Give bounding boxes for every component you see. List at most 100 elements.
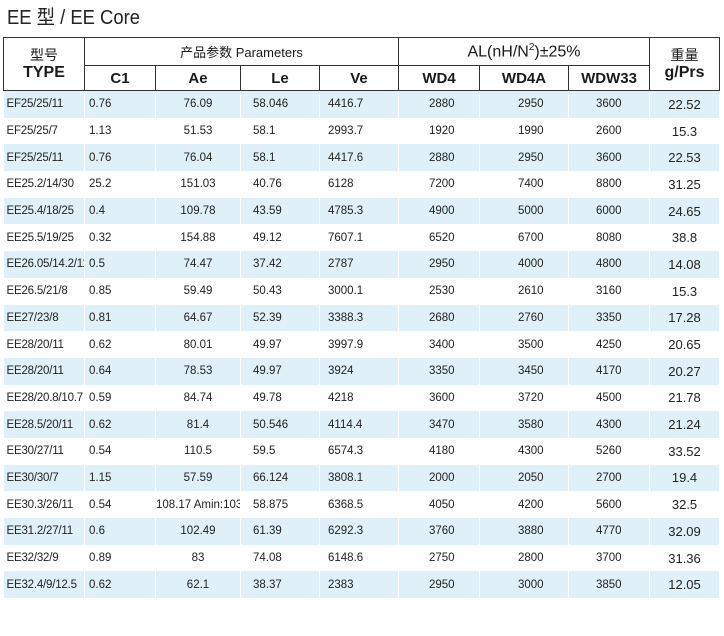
- column-header-weight: 重量 g/Prs: [649, 37, 721, 91]
- cell-weight: 20.27: [649, 357, 721, 385]
- cell-wd4: 2680: [398, 304, 480, 332]
- cell-ae: 84.74: [155, 384, 241, 412]
- cell-ae: 57.59: [155, 464, 241, 492]
- cell-wdw33: 8080: [568, 224, 651, 252]
- cell-c1: 0.81: [84, 304, 156, 332]
- cell-ve: 4218: [319, 384, 399, 412]
- cell-wdw33: 4800: [568, 251, 651, 278]
- cell-wd4a: 2950: [479, 144, 569, 172]
- cell-wdw33: 3350: [568, 304, 651, 332]
- cell-wdw33: 8800: [568, 171, 651, 198]
- cell-c1: 0.62: [84, 411, 156, 438]
- header-row-bottom: C1 Ae Le Ve WD4 WD4A WDW33: [4, 65, 720, 91]
- cell-wd4a: 5000: [479, 197, 569, 225]
- cell-weight: 22.53: [649, 144, 721, 172]
- cell-wdw33: 5600: [568, 491, 651, 518]
- cell-le: 49.97: [240, 357, 320, 385]
- column-header-c1: C1: [84, 65, 156, 91]
- cell-wd4a: 3000: [479, 571, 569, 599]
- cell-le: 37.42: [240, 251, 320, 278]
- cell-c1: 0.76: [84, 144, 156, 172]
- cell-ae: 74.47: [155, 251, 241, 278]
- cell-le: 40.76: [240, 171, 320, 198]
- cell-weight: 24.65: [649, 197, 721, 225]
- table-row: EE25.2/14/30 25.2 151.03 40.76 6128 7200 7400 8…: [3, 171, 721, 198]
- cell-weight: 33.52: [649, 437, 721, 465]
- cell-le: 49.78: [240, 384, 320, 412]
- table-row: EE31.2/27/11 0.6 102.49 61.39 6292.3 3760 3880…: [3, 518, 721, 545]
- cell-type: EE25.4/18/25: [3, 197, 85, 225]
- cell-wd4: 3600: [398, 384, 480, 412]
- cell-wd4a: 2950: [479, 90, 569, 118]
- cell-wd4: 7200: [398, 171, 480, 198]
- cell-wdw33: 4250: [568, 331, 651, 358]
- cell-le: 58.1: [240, 144, 320, 172]
- cell-c1: 0.89: [84, 544, 156, 572]
- cell-type: EF25/25/11: [3, 90, 85, 118]
- cell-weight: 31.36: [649, 544, 721, 572]
- cell-weight: 21.78: [649, 384, 721, 412]
- cell-weight: 20.65: [649, 331, 721, 358]
- cell-type: EE25.2/14/30: [3, 171, 85, 198]
- cell-wdw33: 4300: [568, 411, 651, 438]
- cell-type: EE28/20/11: [3, 331, 85, 358]
- table-row: EE25.4/18/25 0.4 109.78 43.59 4785.3 4900 5000…: [3, 197, 721, 225]
- cell-le: 49.97: [240, 331, 320, 358]
- cell-ae: 81.4: [155, 411, 241, 438]
- cell-weight: 15.3: [649, 277, 721, 305]
- type-label-cn: 型号: [30, 47, 58, 63]
- cell-ae: 80.01: [155, 331, 241, 358]
- cell-type: EE28/20.8/10.7: [3, 384, 85, 412]
- cell-wd4a: 2050: [479, 464, 569, 492]
- cell-wd4: 4180: [398, 437, 480, 465]
- cell-wd4a: 4200: [479, 491, 569, 518]
- cell-ve: 3808.1: [319, 464, 399, 492]
- cell-ae: 102.49: [155, 518, 241, 545]
- cell-wdw33: 4770: [568, 518, 651, 545]
- cell-wd4a: 3580: [479, 411, 569, 438]
- cell-wd4a: 3450: [479, 357, 569, 385]
- cell-wd4a: 2610: [479, 277, 569, 305]
- cell-type: EE28/20/11: [3, 357, 85, 385]
- table-row: EE28/20/11 0.62 80.01 49.97 3997.9 3400 3500 42…: [3, 331, 721, 358]
- cell-type: EE26.05/14.2/11: [3, 251, 85, 278]
- cell-le: 74.08: [240, 544, 320, 572]
- cell-wdw33: 3700: [568, 544, 651, 572]
- cell-ae: 151.03: [155, 171, 241, 198]
- al-superscript: 2: [528, 41, 535, 53]
- cell-le: 50.546: [240, 411, 320, 438]
- cell-le: 66.124: [240, 464, 320, 492]
- cell-type: EE27/23/8: [3, 304, 85, 332]
- cell-le: 52.39: [240, 304, 320, 332]
- cell-wd4a: 3500: [479, 331, 569, 358]
- weight-label-cn: 重量: [670, 47, 699, 63]
- cell-ve: 2787: [319, 251, 399, 278]
- cell-type: EF25/25/7: [3, 117, 85, 145]
- cell-le: 58.1: [240, 117, 320, 145]
- cell-weight: 21.24: [649, 411, 721, 438]
- cell-c1: 1.15: [84, 464, 156, 492]
- cell-weight: 32.09: [649, 518, 721, 545]
- cell-ae: 110.5: [155, 437, 241, 465]
- cell-ae: 76.09: [155, 90, 241, 118]
- weight-label-en: g/Prs: [664, 64, 705, 81]
- cell-ae: 109.78: [155, 197, 241, 225]
- column-header-wd4: WD4: [398, 65, 480, 91]
- cell-c1: 0.59: [84, 384, 156, 412]
- cell-wd4a: 6700: [479, 224, 569, 252]
- cell-wdw33: 5260: [568, 437, 651, 465]
- table-row: EE26.5/21/8 0.85 59.49 50.43 3000.1 2530 2610 3…: [3, 277, 721, 305]
- cell-wd4: 4900: [398, 197, 480, 225]
- cell-c1: 0.6: [84, 518, 156, 545]
- column-header-type: 型号 TYPE: [3, 37, 85, 91]
- cell-weight: 15.3: [649, 117, 721, 145]
- cell-type: EE30.3/26/11: [3, 491, 85, 518]
- cell-ve: 4416.7: [319, 90, 399, 118]
- cell-le: 50.43: [240, 277, 320, 305]
- cell-c1: 25.2: [84, 171, 156, 198]
- cell-type: EF25/25/11: [3, 144, 85, 172]
- cell-weight: 12.05: [649, 571, 721, 599]
- cell-ve: 6368.5: [319, 491, 399, 518]
- cell-wd4: 2530: [398, 277, 480, 305]
- table-row: EE30/30/7 1.15 57.59 66.124 3808.1 2000 2050 27…: [3, 464, 721, 492]
